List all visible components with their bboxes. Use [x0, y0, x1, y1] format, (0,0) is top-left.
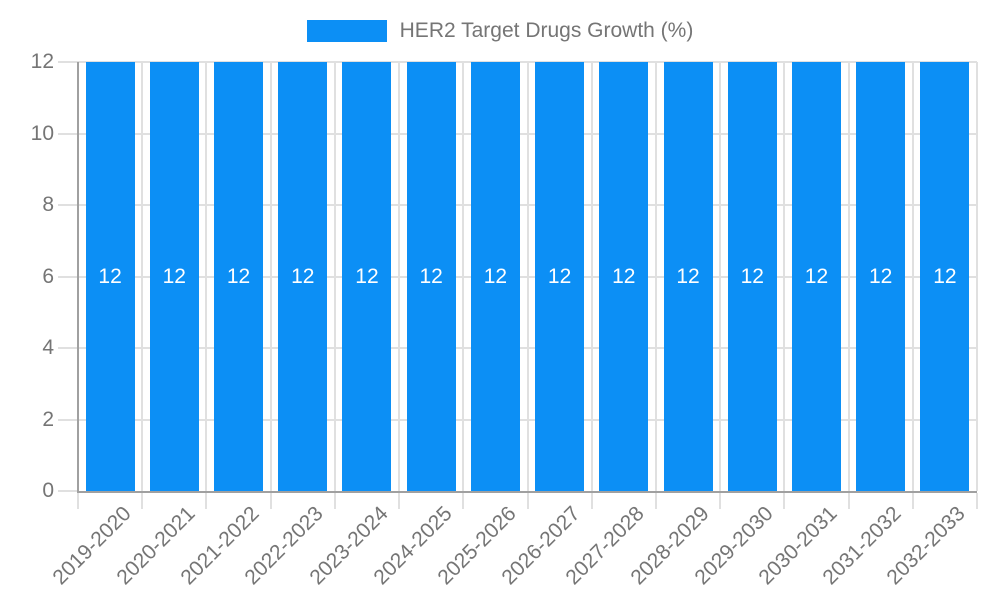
bar-value-label: 12 [226, 264, 251, 288]
y-axis-tick [58, 204, 78, 206]
bar [599, 62, 649, 491]
v-gridline [269, 62, 272, 491]
v-gridline [719, 62, 722, 491]
v-gridline [462, 62, 465, 491]
bar-value-label: 12 [804, 264, 829, 288]
legend-label: HER2 Target Drugs Growth (%) [399, 19, 694, 42]
bar-value-label: 12 [162, 264, 186, 288]
bar-value-label: 12 [291, 264, 315, 288]
v-gridline [911, 62, 914, 491]
bar [727, 62, 777, 491]
bar [663, 62, 713, 491]
bar-value-label: 12 [355, 264, 379, 288]
y-axis-label: 6 [42, 264, 54, 288]
y-axis-tick [58, 347, 78, 349]
y-axis-label: 4 [42, 336, 54, 359]
y-axis-label: 0 [42, 479, 54, 502]
x-axis-tick [526, 493, 529, 509]
x-axis-line [78, 491, 977, 493]
y-axis-label: 2 [42, 407, 54, 431]
v-gridline [590, 62, 593, 491]
y-axis-tick [58, 61, 78, 63]
bar-value-label: 12 [547, 264, 572, 288]
legend-item[interactable]: HER2 Target Drugs Growth (%) [306, 18, 694, 44]
bar-value-label: 12 [483, 264, 508, 288]
x-axis-tick [398, 493, 401, 509]
x-axis-tick [77, 493, 79, 509]
x-axis-tick [462, 493, 465, 509]
x-axis-tick [141, 493, 144, 509]
bar [920, 62, 970, 491]
chart-legend: HER2 Target Drugs Growth (%) [0, 18, 1000, 44]
x-axis-tick [719, 493, 722, 509]
y-axis-label: 10 [30, 121, 54, 145]
legend-swatch-icon [306, 20, 387, 42]
bar-value-label: 12 [868, 264, 893, 288]
bar [535, 62, 585, 491]
v-gridline [205, 62, 208, 491]
v-gridline [526, 62, 529, 491]
v-gridline [783, 62, 786, 491]
x-axis-tick [847, 493, 850, 509]
y-axis-tick [58, 490, 78, 492]
bar [278, 62, 328, 491]
bar-value-label: 12 [419, 264, 443, 288]
bar-value-label: 12 [98, 264, 122, 288]
y-axis-label: 8 [42, 193, 54, 216]
v-gridline [398, 62, 401, 491]
x-axis-tick [976, 493, 978, 509]
x-axis-tick [269, 493, 272, 509]
bar [342, 62, 392, 491]
x-axis-tick [783, 493, 786, 509]
y-axis-tick [58, 132, 78, 135]
bar [406, 62, 456, 491]
x-axis-tick [205, 493, 208, 509]
bar-value-label: 12 [676, 264, 700, 288]
bar-value-label: 12 [740, 264, 764, 288]
bar [470, 62, 520, 491]
y-axis-tick [58, 275, 78, 278]
bar [214, 62, 264, 491]
x-axis-tick [590, 493, 593, 509]
bar [85, 62, 135, 491]
v-gridline [141, 62, 144, 491]
bar-value-label: 12 [933, 264, 957, 288]
y-axis-line [77, 62, 79, 493]
x-axis-tick [654, 493, 657, 509]
bar-value-label: 12 [612, 264, 636, 288]
x-axis-tick [333, 493, 336, 509]
v-gridline [847, 62, 850, 491]
y-axis-label: 12 [30, 50, 54, 73]
v-gridline [654, 62, 657, 491]
v-gridline [333, 62, 336, 491]
x-axis-tick [911, 493, 914, 509]
v-gridline [976, 62, 978, 491]
bar [149, 62, 199, 491]
y-axis-tick [58, 418, 78, 421]
bar [791, 62, 841, 491]
bar [856, 62, 906, 491]
